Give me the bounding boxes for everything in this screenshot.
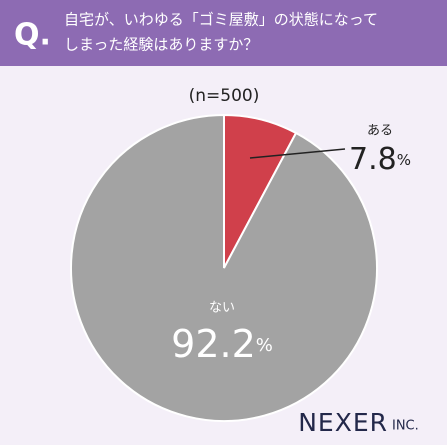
brand-suffix: INC. — [392, 419, 419, 434]
subtitle: (n=500) — [189, 86, 260, 106]
slice-name: ない — [209, 301, 235, 316]
title-line: 自宅が、いわゆる「ゴミ屋敷」の状態になって — [64, 11, 378, 29]
title-line: しまった経験はありますか？ — [64, 36, 258, 54]
header-band — [0, 0, 447, 66]
pie-slice — [70, 113, 378, 422]
value-label: 92.2% — [171, 322, 273, 366]
brand: NEXER — [298, 408, 388, 437]
leader-line — [249, 148, 346, 159]
question-label: Q. — [14, 18, 51, 53]
slice-name: ある — [367, 124, 393, 139]
value-label: 7.8% — [349, 142, 411, 177]
